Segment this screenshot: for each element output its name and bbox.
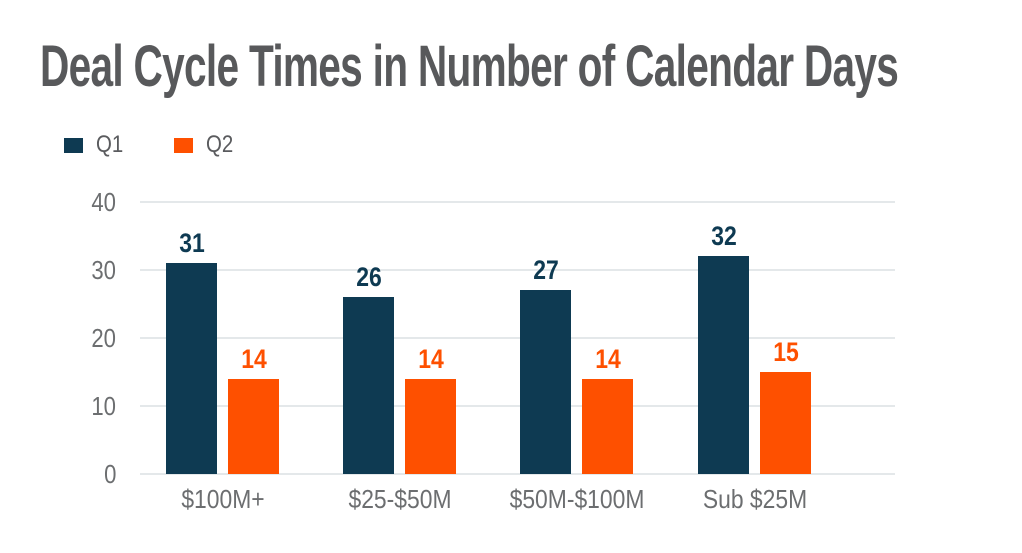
bar-group-2: 26 14 $25-$50M — [343, 202, 456, 512]
legend-item-q1: Q1 — [64, 133, 128, 157]
x-axis-label-4: Sub $25M — [702, 484, 807, 514]
legend-label-q1: Q1 — [96, 131, 124, 158]
gridline-y40 — [140, 201, 895, 203]
value-label-q1-3: 27 — [532, 255, 559, 286]
value-label-q2-2: 14 — [417, 343, 444, 374]
plot-area: 0 10 20 30 40 31 14 $100M+ 26 14 $25-$50M 27 14 $50M-… — [91, 189, 895, 512]
x-axis-label-2: $25-$50M — [347, 484, 452, 514]
chart-title: Deal Cycle Times in Number of Calendar D… — [40, 34, 899, 99]
value-label-q2-4: 15 — [772, 337, 799, 367]
legend: Q1 Q2 — [64, 133, 238, 157]
gridline-y10 — [140, 405, 895, 407]
bar-group-4: 32 15 Sub $25M — [698, 202, 811, 512]
y-axis-tick-40: 40 — [91, 187, 116, 217]
y-axis-tick-0: 0 — [103, 459, 116, 489]
bar-q2-4: 15 — [760, 339, 811, 474]
value-label-q1-1: 31 — [178, 228, 205, 259]
value-label-q2-3: 14 — [594, 343, 621, 374]
y-axis-tick-20: 20 — [91, 323, 116, 353]
gridline-y30 — [140, 269, 895, 271]
legend-swatch-q2 — [174, 137, 194, 153]
value-label-q1-2: 26 — [355, 262, 382, 293]
gridline-y20 — [140, 337, 895, 339]
bar-q1-3: 27 — [520, 257, 571, 474]
bar-group-1: 31 14 $100M+ — [166, 202, 279, 512]
bar-q1-4: 32 — [698, 223, 749, 474]
bar-q2-1: 14 — [228, 345, 279, 474]
legend-item-q2: Q2 — [174, 133, 238, 157]
bar-q1-1: 31 — [166, 230, 217, 474]
y-axis-tick-10: 10 — [91, 391, 116, 421]
bar-q2-3: 14 — [582, 345, 633, 474]
bar-group-3: 27 14 $50M-$100M — [509, 202, 644, 512]
x-axis-label-1: $100M+ — [180, 484, 265, 514]
bar-q2-2: 14 — [405, 345, 456, 474]
legend-label-q2: Q2 — [206, 131, 234, 158]
y-axis-tick-30: 30 — [91, 255, 116, 285]
bar-q1-2: 26 — [343, 264, 394, 474]
value-label-q1-4: 32 — [710, 221, 737, 252]
value-label-q2-1: 14 — [240, 343, 267, 374]
legend-swatch-q1 — [64, 137, 83, 153]
gridline-y0 — [140, 473, 895, 475]
x-axis-label-3: $50M-$100M — [509, 484, 644, 514]
